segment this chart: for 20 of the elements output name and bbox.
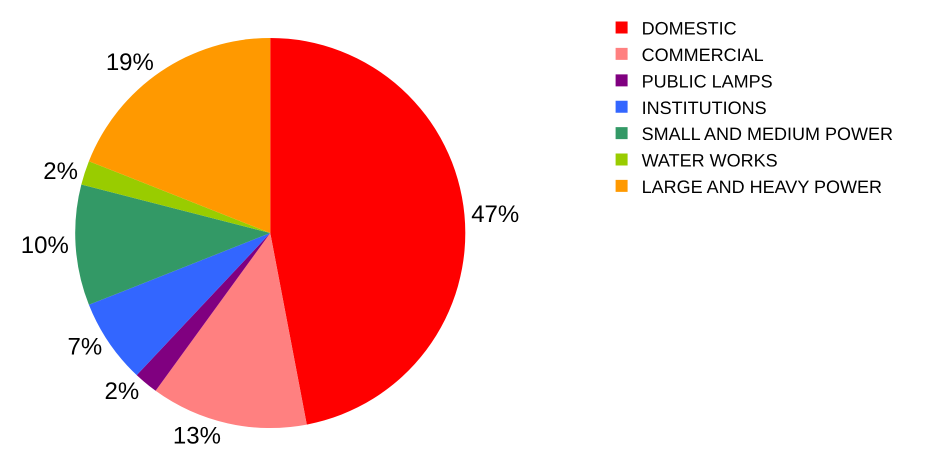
pie-slice <box>75 184 270 305</box>
data-label: 19% <box>106 48 154 76</box>
pie-slice <box>136 233 270 391</box>
legend-label: PUBLIC LAMPS <box>642 71 773 92</box>
legend-label: INSTITUTIONS <box>642 98 767 118</box>
legend-label: LARGE AND HEAVY POWER <box>642 176 882 197</box>
pie-slice <box>156 233 307 428</box>
data-label: 2% <box>43 158 78 185</box>
legend-label: DOMESTIC <box>642 18 737 39</box>
pie-slice <box>270 38 466 425</box>
pie-slice <box>81 161 270 233</box>
data-label: 2% <box>104 378 140 405</box>
pie-slice <box>88 38 270 233</box>
data-label: 13% <box>172 422 221 450</box>
legend-label: COMMERCIAL <box>642 44 764 65</box>
data-label: 47% <box>471 201 520 228</box>
legend-label: SMALL AND MEDIUM POWER <box>642 124 893 144</box>
data-label: 10% <box>20 232 69 259</box>
data-label: 7% <box>67 333 102 360</box>
legend-label: WATER WORKS <box>642 150 778 171</box>
